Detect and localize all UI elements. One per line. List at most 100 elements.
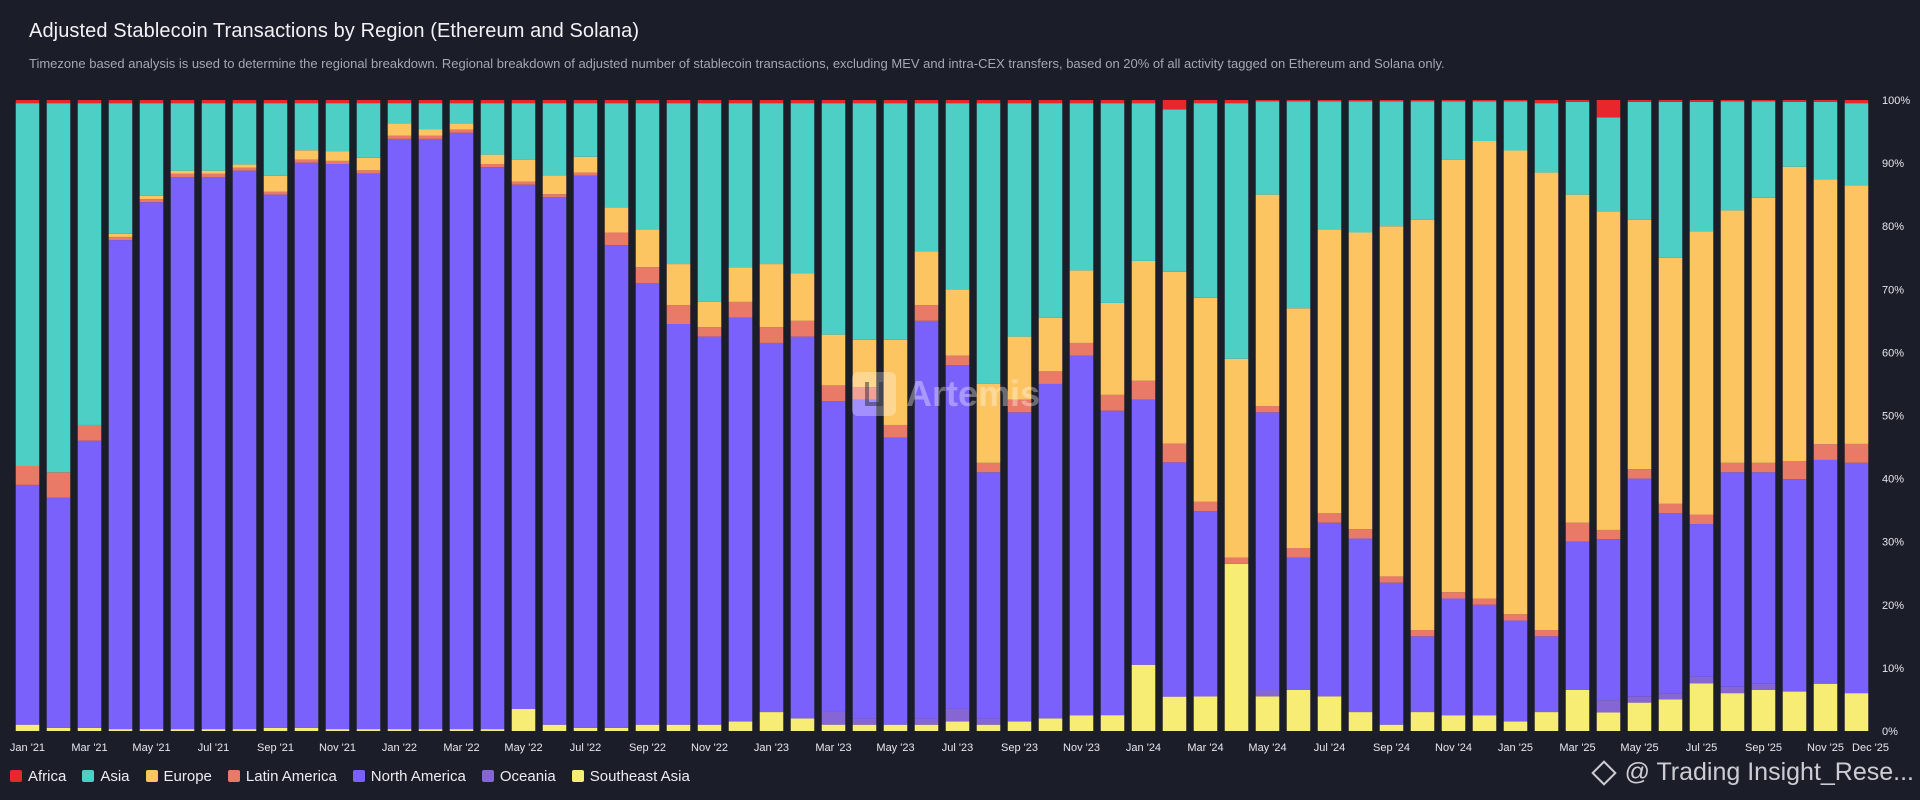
bar-segment-europe-2024-07 xyxy=(1317,229,1342,514)
bar-segment-africa-2025-03 xyxy=(1565,100,1590,102)
bar-segment-africa-2024-07 xyxy=(1317,100,1342,102)
bar-segment-north-america-2024-05 xyxy=(1255,412,1280,690)
x-tick-label: Jan '22 xyxy=(382,742,417,754)
bar-segment-africa-2021-07 xyxy=(201,100,226,104)
bar-segment-asia-2025-12 xyxy=(1844,103,1869,186)
bar-segment-asia-2025-10 xyxy=(1782,101,1807,167)
bar-segment-asia-2025-01 xyxy=(1503,101,1528,151)
legend-label: Africa xyxy=(28,767,67,785)
bar-segment-southeast-asia-2023-12 xyxy=(1100,715,1125,731)
bar-segment-north-america-2025-12 xyxy=(1844,462,1869,694)
x-tick-label: Nov '24 xyxy=(1435,742,1472,754)
x-tick-label: Jul '24 xyxy=(1314,742,1345,754)
y-tick-label: 0% xyxy=(1882,726,1898,738)
bar-segment-asia-2024-12 xyxy=(1472,101,1497,142)
y-tick-label: 20% xyxy=(1882,600,1904,612)
bar-segment-asia-2021-05 xyxy=(139,103,164,196)
bar-segment-africa-2021-10 xyxy=(294,100,319,104)
bar-segment-latin-america-2023-05 xyxy=(883,424,908,438)
x-tick-label: Nov '22 xyxy=(691,742,728,754)
bar-segment-asia-2023-11 xyxy=(1069,103,1094,271)
bar-segment-africa-2024-10 xyxy=(1410,100,1435,102)
bar-segment-north-america-2022-10 xyxy=(666,324,691,725)
bar-segment-africa-2022-06 xyxy=(542,100,567,104)
bar-segment-europe-2022-10 xyxy=(666,264,691,306)
bar-segment-europe-2025-09 xyxy=(1751,197,1776,463)
bar-segment-africa-2021-01 xyxy=(15,100,40,104)
bar-segment-latin-america-2024-01 xyxy=(1131,380,1156,400)
credit-text: @ Trading Insight_Rese... xyxy=(1624,758,1914,786)
bar-segment-southeast-asia-2025-01 xyxy=(1503,721,1528,731)
bar-segment-africa-2021-03 xyxy=(77,100,102,104)
bar-segment-north-america-2021-07 xyxy=(201,176,226,730)
credit-watermark: @ Trading Insight_Rese... xyxy=(1590,758,1914,787)
bar-segment-north-america-2022-07 xyxy=(573,175,598,728)
bar-segment-europe-2022-04 xyxy=(480,154,505,165)
bar-segment-europe-2021-12 xyxy=(356,157,381,171)
x-tick-label: Jan '24 xyxy=(1126,742,1161,754)
x-tick-label: Dec '25 xyxy=(1852,742,1889,754)
x-tick-label: May '24 xyxy=(1248,742,1286,754)
bar-segment-latin-america-2023-09 xyxy=(1007,399,1032,413)
legend-item-north-america[interactable]: North America xyxy=(352,768,466,785)
bar-segment-oceania-2023-08 xyxy=(976,718,1001,725)
bar-segment-asia-2021-01 xyxy=(15,103,40,466)
bar-segment-oceania-2023-07 xyxy=(945,708,970,722)
legend-item-africa[interactable]: Africa xyxy=(10,768,66,785)
bar-segment-north-america-2025-02 xyxy=(1534,636,1559,713)
bar-segment-north-america-2024-02 xyxy=(1162,462,1187,697)
x-tick-label: Mar '21 xyxy=(71,742,107,754)
bar-segment-southeast-asia-2022-03 xyxy=(449,729,474,731)
bar-segment-southeast-asia-2021-05 xyxy=(139,729,164,731)
bar-segment-europe-2024-11 xyxy=(1441,159,1466,593)
bar-segment-europe-2022-08 xyxy=(604,207,629,233)
chart-legend: Africa Asia Europe Latin America North Ameri… xyxy=(10,766,690,786)
x-tick-label: Jul '23 xyxy=(942,742,973,754)
bar-segment-latin-america-2024-04 xyxy=(1224,557,1249,564)
x-tick-label: Nov '23 xyxy=(1063,742,1100,754)
bar-segment-north-america-2021-01 xyxy=(15,484,40,725)
x-tick-label: Jan '21 xyxy=(10,742,45,754)
x-tick-label: Jan '23 xyxy=(754,742,789,754)
bar-segment-europe-2021-09 xyxy=(263,175,288,192)
legend-label: Europe xyxy=(163,767,212,785)
bar-segment-europe-2023-08 xyxy=(976,383,1001,463)
legend-swatch xyxy=(481,770,494,782)
bar-segment-asia-2025-08 xyxy=(1720,101,1745,211)
bar-segment-asia-2021-02 xyxy=(46,103,71,473)
bar-segment-europe-2025-03 xyxy=(1565,194,1590,523)
bar-segment-latin-america-2021-07 xyxy=(201,173,226,177)
bar-segment-africa-2022-03 xyxy=(449,100,474,104)
bar-segment-europe-2024-03 xyxy=(1193,297,1218,502)
bar-segment-latin-america-2022-05 xyxy=(511,181,536,185)
bar-segment-europe-2023-09 xyxy=(1007,336,1032,400)
bar-segment-latin-america-2025-05 xyxy=(1627,469,1652,479)
legend-item-southeast-asia[interactable]: Southeast Asia xyxy=(571,768,690,785)
bar-segment-southeast-asia-2025-05 xyxy=(1627,702,1652,731)
bar-segment-asia-2023-02 xyxy=(790,103,815,274)
legend-label: Oceania xyxy=(499,767,556,785)
bar-segment-asia-2025-03 xyxy=(1565,101,1590,195)
legend-item-europe[interactable]: Europe xyxy=(145,767,212,785)
bar-segment-southeast-asia-2025-10 xyxy=(1782,691,1807,731)
bar-segment-latin-america-2021-12 xyxy=(356,170,381,174)
bar-segment-europe-2022-11 xyxy=(697,301,722,328)
bar-segment-southeast-asia-2023-10 xyxy=(1038,718,1063,731)
bar-segment-asia-2022-06 xyxy=(542,103,567,176)
bar-segment-latin-america-2023-08 xyxy=(976,462,1001,473)
legend-item-latin-america[interactable]: Latin America xyxy=(227,768,337,785)
bar-segment-africa-2024-04 xyxy=(1224,100,1249,104)
y-tick-label: 10% xyxy=(1882,663,1904,675)
bar-segment-latin-america-2023-12 xyxy=(1100,394,1125,411)
bar-segment-asia-2024-04 xyxy=(1224,103,1249,359)
bar-segment-north-america-2025-03 xyxy=(1565,541,1590,690)
bar-segment-north-america-2022-03 xyxy=(449,132,474,730)
bar-segment-southeast-asia-2025-12 xyxy=(1844,693,1869,731)
bar-segment-southeast-asia-2021-06 xyxy=(170,729,195,731)
legend-item-asia[interactable]: Asia xyxy=(82,768,130,785)
legend-item-oceania[interactable]: Oceania xyxy=(481,767,556,785)
bar-segment-europe-2025-05 xyxy=(1627,219,1652,470)
bar-segment-africa-2023-10 xyxy=(1038,100,1063,104)
bar-segment-europe-2023-04 xyxy=(852,339,877,388)
bar-segment-oceania-2025-06 xyxy=(1658,693,1683,700)
